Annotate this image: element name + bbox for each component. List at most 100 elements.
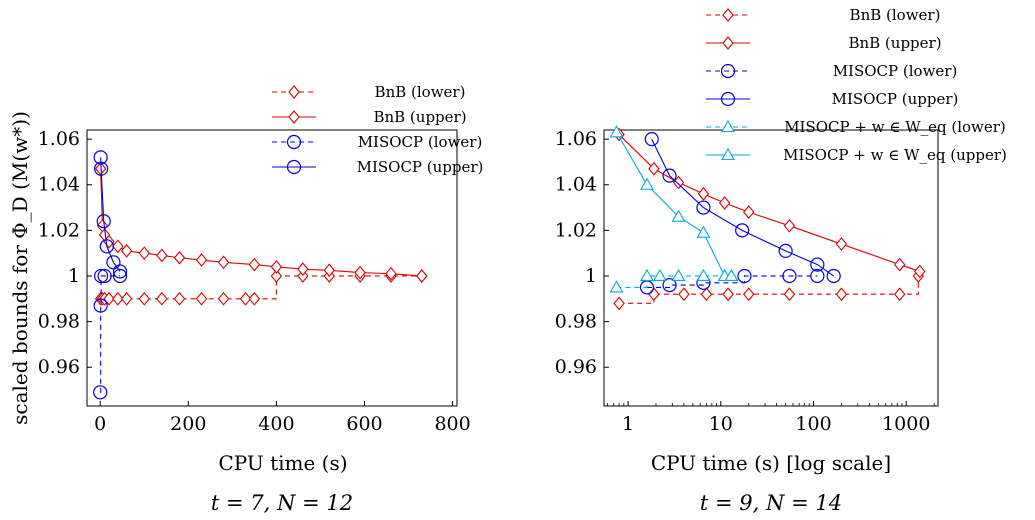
left-y-tick-label: 1 xyxy=(68,265,80,287)
left-chart-marks: 0.96 0.98 1 1.02 1.04 1.06 0 200 400 600 800 xyxy=(38,128,471,435)
left-data-point xyxy=(270,260,283,274)
right-chart-marks: 0.96 0.98 1 1.02 1.04 1.06 1 10 100 1000 xyxy=(555,125,935,435)
right-series-line xyxy=(647,275,818,288)
left-series-line xyxy=(100,275,422,300)
left-data-point xyxy=(138,291,150,306)
left-chart: 0.96 0.98 1 1.02 1.04 1.06 0 200 400 600 800 CPU t… xyxy=(38,83,484,515)
right-series-line xyxy=(651,138,835,277)
right-chart: 0.96 0.98 1 1.02 1.04 1.06 1 10 100 1000 CPU time… xyxy=(555,6,1007,515)
right-data-point xyxy=(696,225,711,238)
right-x-tick-label: 1000 xyxy=(882,413,930,435)
right-plot-frame xyxy=(603,129,939,407)
right-data-point xyxy=(722,287,734,302)
right-legend-item: BnB (lower) xyxy=(706,6,940,24)
left-legend-item: BnB (upper) xyxy=(272,108,467,126)
left-chart-caption: t = 7, N = 12 xyxy=(211,491,353,515)
right-data-point xyxy=(671,268,686,282)
left-data-point xyxy=(99,239,114,254)
right-data-point xyxy=(835,237,848,251)
left-series-line xyxy=(100,168,422,277)
left-data-point xyxy=(112,268,128,284)
left-data-point xyxy=(112,239,124,254)
right-data-point xyxy=(652,268,667,282)
right-data-point xyxy=(662,168,677,183)
right-legend-label: BnB (lower) xyxy=(850,6,941,24)
left-series-3 xyxy=(93,150,128,279)
right-data-point xyxy=(609,280,624,293)
left-y-tick-label: 0.96 xyxy=(38,356,80,378)
right-legend-label: MISOCP + w ∈ W_eq (upper) xyxy=(783,146,1007,164)
right-y-tick-label: 1.02 xyxy=(555,219,597,241)
left-legend: BnB (lower) BnB (upper) MISOCP (lower) MISO… xyxy=(272,83,483,176)
right-series-0 xyxy=(613,269,925,311)
left-legend-item: MISOCP (upper) xyxy=(272,158,483,176)
left-series-line xyxy=(100,275,121,393)
left-data-point xyxy=(270,269,283,283)
right-legend-item: BnB (upper) xyxy=(706,34,942,52)
left-legend-label: BnB (lower) xyxy=(375,83,466,101)
y-axis-label: scaled bounds for Φ_D (M(w*)) xyxy=(8,111,32,425)
left-series-0 xyxy=(94,269,428,306)
left-data-point xyxy=(93,161,109,176)
left-data-point xyxy=(93,298,108,313)
right-x-tick-label: 1 xyxy=(622,413,634,435)
right-data-point xyxy=(778,243,793,258)
right-legend-item: MISOCP (lower) xyxy=(706,62,957,80)
right-data-point xyxy=(735,223,750,238)
left-legend-marker xyxy=(288,85,300,99)
left-y-tick-label: 1.02 xyxy=(38,219,80,241)
left-data-point xyxy=(120,244,133,258)
left-x-tick-label: 400 xyxy=(258,413,294,435)
right-legend-label: MISOCP (upper) xyxy=(832,90,959,108)
right-data-point xyxy=(783,218,796,233)
right-data-point xyxy=(893,287,906,302)
right-legend: BnB (lower) BnB (upper) MISOCP (lower) MISO… xyxy=(706,6,1007,164)
left-data-point xyxy=(93,385,108,400)
right-data-point xyxy=(696,200,711,215)
right-series-3 xyxy=(644,132,841,284)
right-data-point xyxy=(742,205,755,219)
left-x-tick-label: 600 xyxy=(346,413,382,435)
right-data-point xyxy=(671,209,686,222)
left-data-point xyxy=(112,264,128,279)
right-x-tick-label: 100 xyxy=(795,413,831,435)
right-data-point xyxy=(640,177,654,190)
left-data-point xyxy=(195,253,208,267)
right-legend-label: MISOCP (lower) xyxy=(833,62,958,80)
right-data-point xyxy=(609,125,624,138)
right-y-tick-label: 1.06 xyxy=(555,128,597,150)
left-series-line xyxy=(100,157,121,272)
right-series-5 xyxy=(609,125,739,282)
left-data-point xyxy=(96,214,111,229)
right-series-line xyxy=(616,132,732,277)
left-data-point xyxy=(217,291,230,306)
left-data-point xyxy=(217,255,230,270)
left-y-tick-label: 1.04 xyxy=(38,174,80,196)
left-legend-label: MISOCP (upper) xyxy=(357,158,484,176)
left-x-axis-label: CPU time (s) xyxy=(218,451,347,475)
left-data-point xyxy=(112,291,124,306)
right-data-point xyxy=(644,132,659,147)
left-y-tick-label: 0.98 xyxy=(38,311,80,333)
right-data-point xyxy=(737,268,752,284)
right-data-point xyxy=(678,287,690,302)
left-series-2 xyxy=(93,268,128,400)
right-legend-label: MISOCP + w ∈ W_eq (lower) xyxy=(784,118,1006,136)
right-legend-item: MISOCP + w ∈ W_eq (lower) xyxy=(706,118,1006,136)
left-x-tick-label: 800 xyxy=(434,413,470,435)
right-legend-item: MISOCP (upper) xyxy=(706,90,958,108)
left-legend-marker xyxy=(286,159,302,175)
right-data-point xyxy=(810,268,825,284)
right-data-point xyxy=(613,296,625,311)
right-data-point xyxy=(782,268,797,284)
left-legend-label: BnB (upper) xyxy=(373,108,466,126)
left-data-point xyxy=(248,257,261,272)
right-x-axis-label: CPU time (s) [log scale] xyxy=(651,451,891,475)
left-legend-marker xyxy=(286,134,302,150)
right-y-tick-label: 0.96 xyxy=(555,356,597,378)
right-data-point xyxy=(724,268,739,282)
left-data-point xyxy=(120,291,133,306)
right-legend-marker xyxy=(721,119,735,133)
right-legend-marker xyxy=(720,91,736,107)
